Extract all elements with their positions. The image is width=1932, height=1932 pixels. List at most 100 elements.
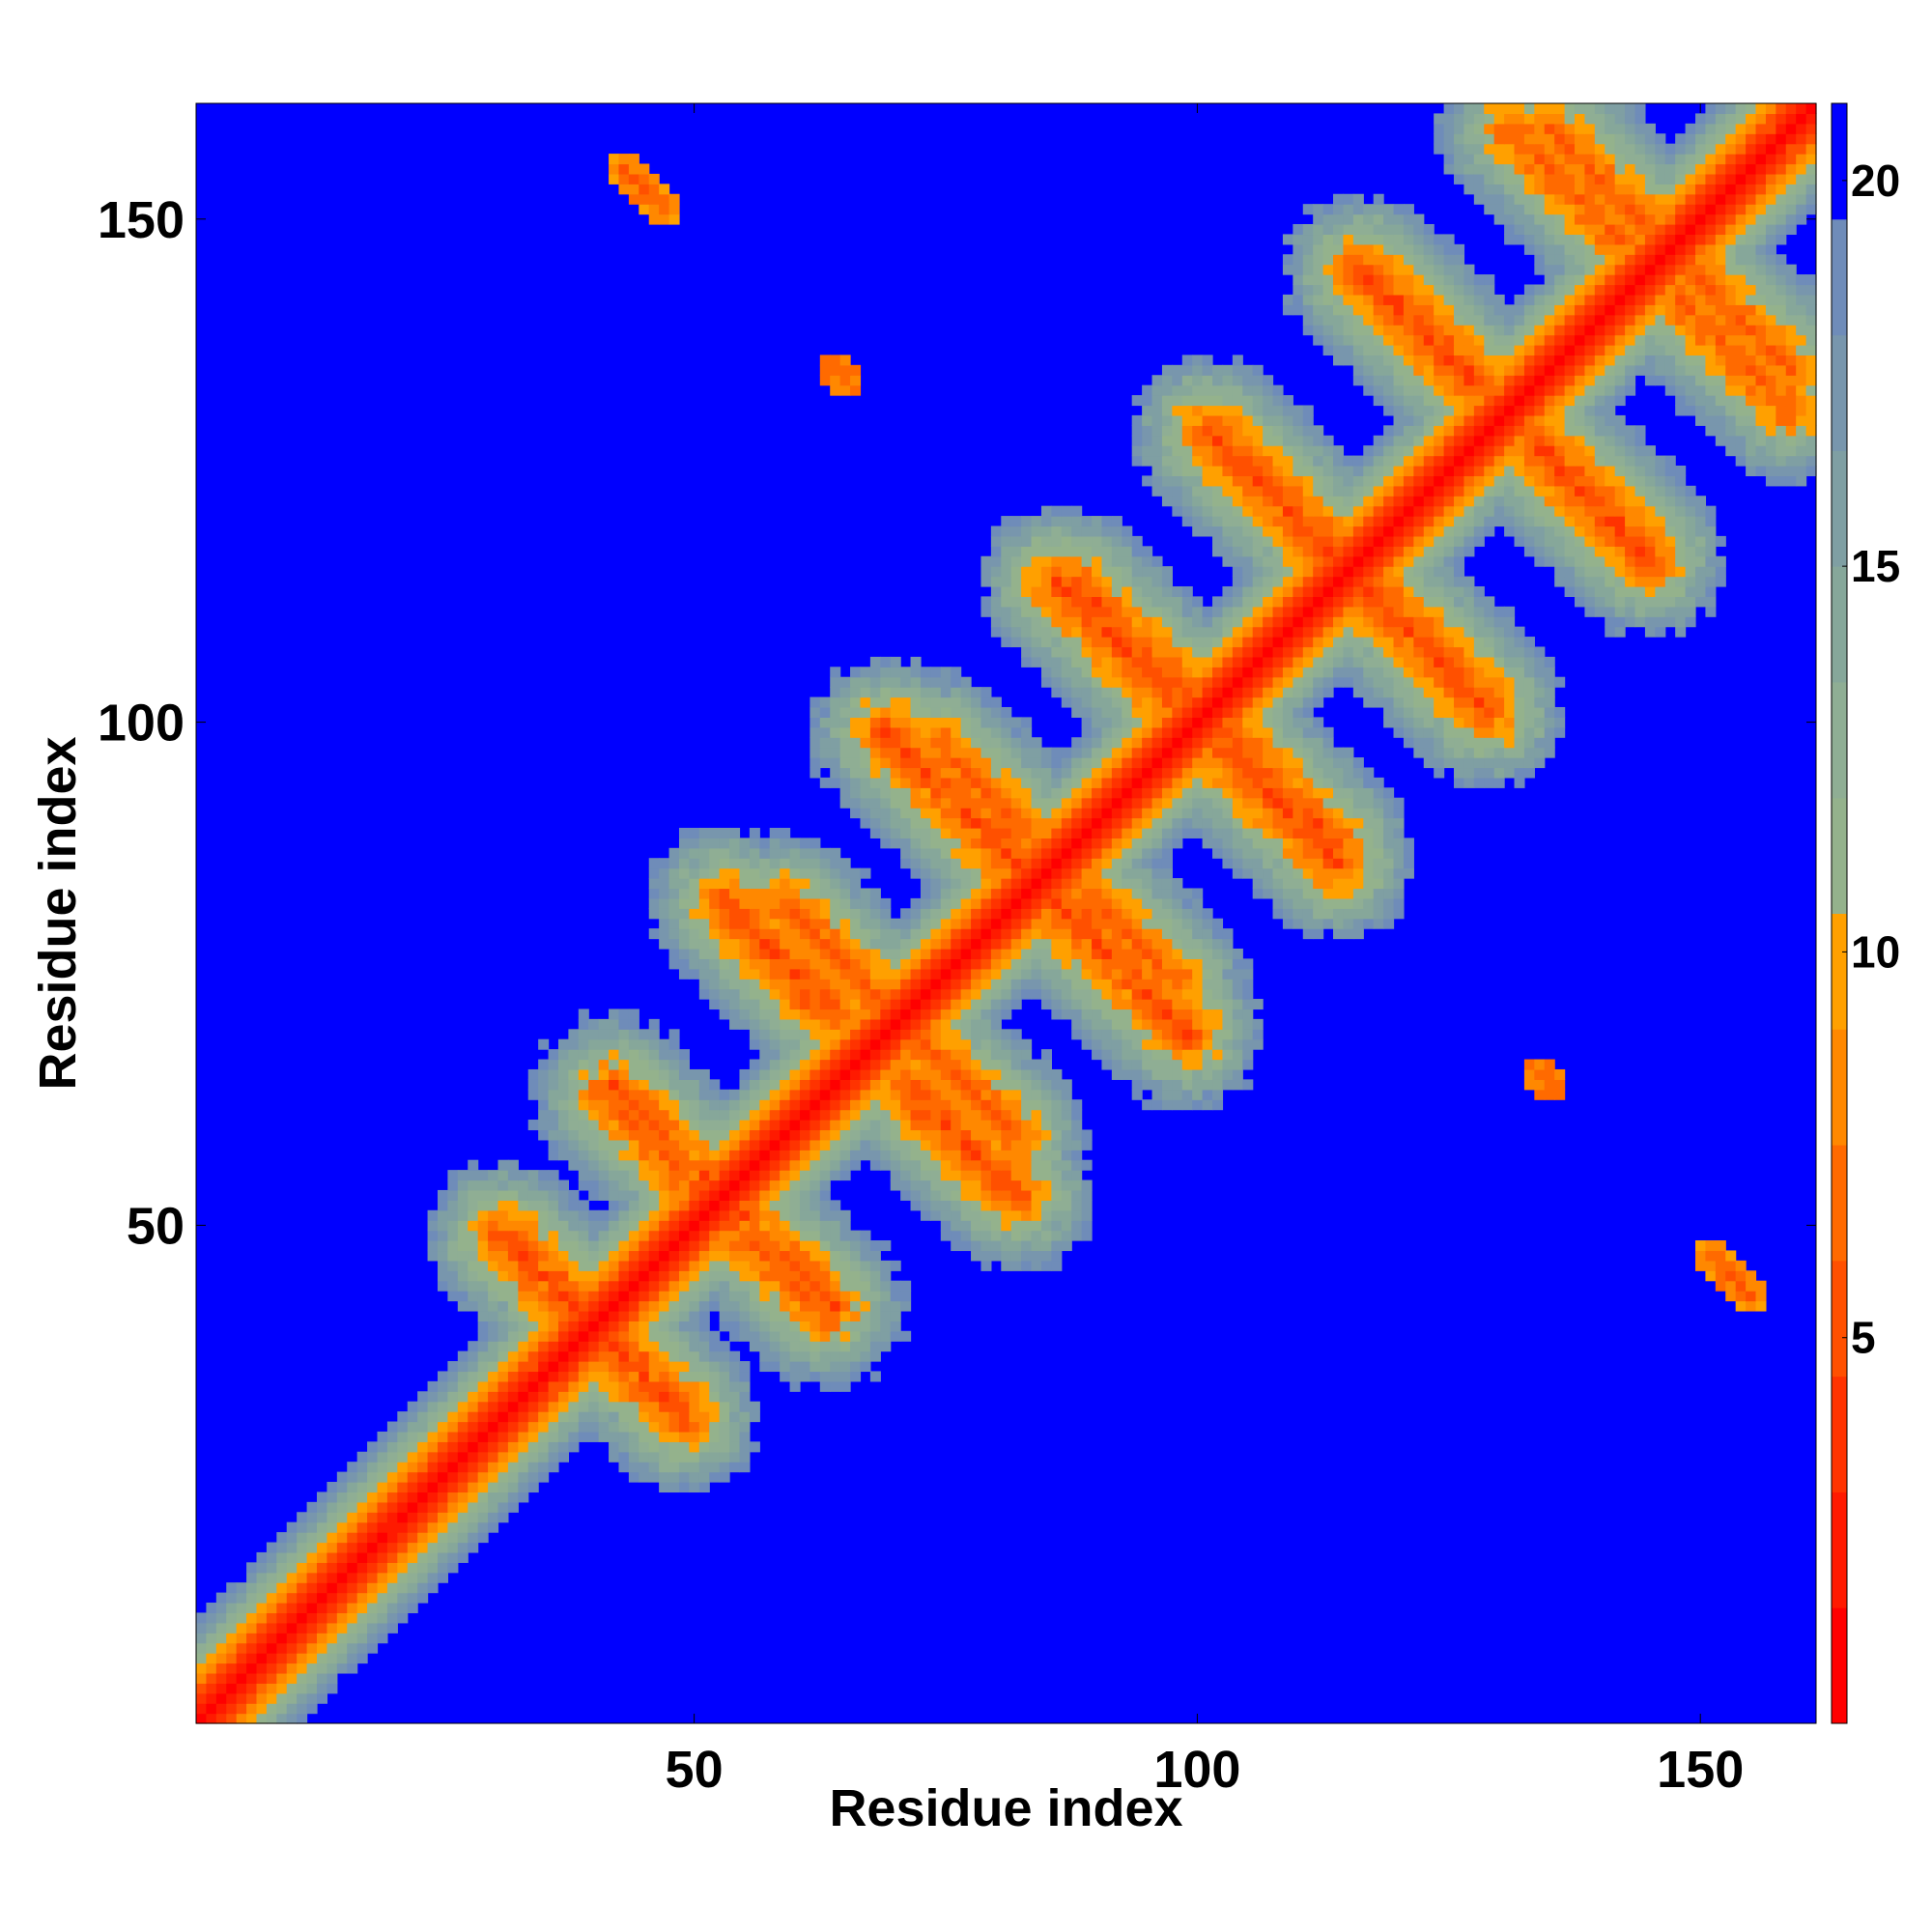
heatmap-cell (1302, 827, 1314, 838)
heatmap-cell (810, 737, 821, 749)
heatmap-cell (226, 1703, 238, 1715)
heatmap-cell (1131, 908, 1143, 920)
heatmap-cell (990, 1170, 1002, 1181)
heatmap-cell (759, 948, 771, 959)
heatmap-cell (1001, 1139, 1012, 1151)
heatmap-cell (1161, 958, 1173, 970)
heatmap-cell (860, 999, 871, 1010)
heatmap-cell (971, 808, 982, 819)
heatmap-cell (819, 1159, 831, 1171)
heatmap-cell (739, 1330, 751, 1342)
heatmap-cell (236, 1633, 247, 1644)
heatmap-cell (648, 1139, 660, 1151)
heatmap-cell (1222, 757, 1234, 769)
heatmap-cell (1534, 1079, 1546, 1091)
heatmap-cell (588, 1179, 600, 1191)
heatmap-cell (276, 1622, 288, 1634)
heatmap-cell (1544, 1079, 1555, 1091)
heatmap-cell (1151, 1018, 1163, 1030)
heatmap-cell (1363, 897, 1375, 909)
heatmap-cell (1192, 1018, 1204, 1030)
heatmap-cell (900, 737, 912, 749)
heatmap-cell (678, 1068, 690, 1080)
heatmap-cell (980, 737, 992, 749)
heatmap-cell (1031, 1260, 1042, 1271)
heatmap-cell (1212, 1099, 1224, 1111)
heatmap-cell (1222, 988, 1234, 1000)
heatmap-cell (930, 717, 942, 728)
heatmap-cell (618, 1270, 630, 1282)
heatmap-cell (497, 1200, 509, 1211)
heatmap-cell (990, 1038, 1002, 1050)
heatmap-cell (930, 757, 942, 769)
heatmap-cell (689, 1482, 700, 1493)
heatmap-cell (830, 1109, 841, 1121)
heatmap-cell (1111, 1029, 1122, 1040)
heatmap-cell (1122, 918, 1133, 929)
heatmap-cell (1343, 867, 1354, 879)
heatmap-cell (507, 1159, 519, 1171)
heatmap-cell (609, 1170, 620, 1181)
heatmap-cell (226, 1633, 238, 1644)
heatmap-cell (1061, 797, 1072, 809)
heatmap-cell (1735, 1270, 1747, 1282)
heatmap-cell (1232, 1049, 1243, 1061)
heatmap-cell (1040, 827, 1052, 838)
heatmap-cell (1051, 827, 1063, 838)
heatmap-cell (719, 1250, 730, 1262)
heatmap-cell (990, 827, 1002, 838)
heatmap-cell (1473, 706, 1485, 718)
heatmap-cell (880, 1260, 892, 1271)
heatmap-cell (759, 1189, 771, 1201)
heatmap-cell (1363, 867, 1375, 879)
heatmap-cell (1493, 767, 1505, 779)
heatmap-cell (1373, 667, 1384, 678)
heatmap-cell (1423, 696, 1435, 708)
heatmap-cell (880, 1038, 892, 1050)
heatmap-cell (598, 1139, 610, 1151)
heatmap-cell (1172, 827, 1183, 838)
heatmap-cell (648, 1280, 660, 1292)
heatmap-cell (1192, 1038, 1204, 1050)
heatmap-cell (780, 1059, 791, 1070)
heatmap-cell (971, 737, 982, 749)
heatmap-cell (1282, 867, 1293, 879)
heatmap-cell (880, 1009, 892, 1020)
heatmap-cell (447, 1240, 459, 1252)
heatmap-cell (1333, 797, 1345, 809)
heatmap-cell (749, 1079, 760, 1091)
heatmap-cell (1282, 847, 1293, 859)
heatmap-cell (386, 1441, 398, 1453)
heatmap-cell (367, 1501, 379, 1513)
heatmap-cell (769, 948, 781, 959)
heatmap-cell (598, 1391, 610, 1403)
heatmap-cell (890, 1170, 901, 1181)
heatmap-cell (749, 1270, 760, 1282)
heatmap-cell (759, 1059, 771, 1070)
heatmap-cell (1322, 767, 1334, 779)
heatmap-cell (1363, 676, 1375, 688)
heatmap-cell (1242, 646, 1254, 658)
heatmap-cell (980, 687, 992, 698)
heatmap-cell (839, 1341, 851, 1352)
heatmap-cell (316, 1622, 328, 1634)
heatmap-cell (719, 1220, 730, 1232)
heatmap-cell (1071, 888, 1083, 899)
heatmap-cell (759, 1129, 771, 1141)
heatmap-cell (1040, 1189, 1052, 1201)
heatmap-cell (789, 999, 801, 1010)
heatmap-cell (749, 1441, 760, 1453)
heatmap-cell (548, 1230, 559, 1241)
heatmap-cell (457, 1300, 469, 1312)
heatmap-cell (729, 1209, 741, 1221)
heatmap-cell (1454, 737, 1465, 749)
heatmap-cell (709, 1270, 721, 1282)
heatmap-cell (1021, 1129, 1033, 1141)
heatmap-cell (780, 1159, 791, 1171)
heatmap-cell (1151, 777, 1163, 788)
heatmap-cell (920, 878, 931, 890)
heatmap-cell (1071, 1200, 1083, 1211)
heatmap-cell (196, 1672, 208, 1684)
heatmap-cell (769, 888, 781, 899)
heatmap-cell (1352, 847, 1364, 859)
